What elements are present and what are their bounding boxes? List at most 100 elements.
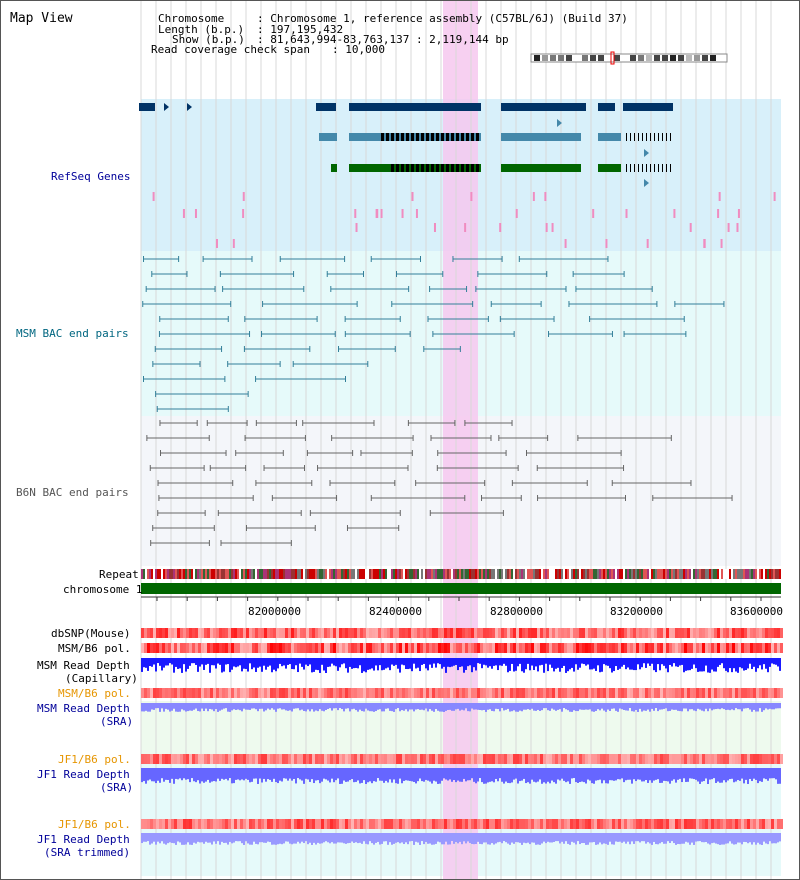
heat-cell (747, 754, 750, 764)
depth-bar (141, 833, 143, 844)
heat-cell (744, 628, 747, 638)
repeat-band (303, 569, 305, 579)
heat-cell (348, 819, 351, 829)
heat-cell (639, 754, 642, 764)
depth-bar (757, 658, 759, 669)
track-label-chromosome[interactable]: chromosome 1 (63, 583, 143, 596)
track-label-msm-read-depth[interactable]: MSM Read Depth (37, 659, 130, 672)
depth-bar (651, 658, 653, 664)
depth-bar (287, 658, 289, 665)
heat-cell (552, 628, 555, 638)
depth-bar (643, 833, 645, 842)
track-label-b6n-bac[interactable]: B6N BAC end pairs (16, 486, 129, 499)
track-label-jf1-read-depth-trimmed[interactable]: JF1 Read Depth (37, 833, 130, 846)
track-label-msm-b6-pol-sra[interactable]: MSM/B6 pol. (58, 687, 131, 700)
heat-cell (501, 819, 504, 829)
highlight-region[interactable] (443, 1, 478, 879)
refseq-tick (736, 223, 739, 232)
repeat-band (623, 569, 625, 579)
heat-cell (204, 628, 207, 638)
depth-bar (539, 658, 541, 666)
depth-bar (553, 658, 555, 672)
track-label-jf1-b6-pol[interactable]: JF1/B6 pol. (58, 753, 131, 766)
depth-bar (247, 768, 249, 780)
heat-cell (159, 628, 162, 638)
depth-bar (659, 768, 661, 783)
refseq-tick (646, 239, 649, 248)
heat-cell (342, 819, 345, 829)
exon (642, 164, 643, 172)
heat-cell (441, 628, 444, 638)
heat-cell (315, 688, 318, 698)
depth-bar (765, 833, 767, 844)
depth-bar (325, 658, 327, 673)
heat-cell (369, 628, 372, 638)
depth-bar (435, 833, 437, 844)
track-label-jf1-b6-pol-trimmed[interactable]: JF1/B6 pol. (58, 818, 131, 831)
track-label-repeat[interactable]: Repeat (99, 568, 139, 581)
repeat-band (235, 569, 237, 579)
depth-bar (215, 703, 217, 710)
exon (401, 164, 404, 172)
repeat-band (441, 569, 443, 579)
track-label-msm-read-depth-sra[interactable]: MSM Read Depth (37, 702, 130, 715)
depth-bar (439, 703, 441, 712)
depth-bar (261, 833, 263, 843)
depth-bar (307, 703, 309, 710)
depth-bar (467, 768, 469, 781)
heat-cell (516, 643, 519, 653)
depth-bar (449, 703, 451, 710)
track-label-jf1-read-depth[interactable]: JF1 Read Depth (37, 768, 130, 781)
refseq-tick (544, 192, 547, 201)
track-label-dbsnp[interactable]: dbSNP(Mouse) (51, 627, 131, 640)
heat-cell (348, 688, 351, 698)
depth-bar (415, 658, 417, 669)
heat-cell (648, 628, 651, 638)
heat-cell (156, 819, 159, 829)
depth-bar (373, 703, 375, 712)
track-label-refseq-genes[interactable]: RefSeq Genes (51, 170, 131, 183)
depth-bar (723, 768, 725, 781)
depth-bar (249, 703, 251, 710)
depth-bar (769, 658, 771, 667)
refseq-tick (411, 192, 414, 201)
heat-cell (465, 643, 468, 653)
depth-bar (497, 833, 499, 843)
depth-bar (449, 768, 451, 780)
heat-cell (543, 643, 546, 653)
depth-bar (429, 768, 431, 782)
heat-cell (243, 643, 246, 653)
track-label-msm-b6-pol[interactable]: MSM/B6 pol. (58, 642, 131, 655)
heat-cell (474, 628, 477, 638)
repeat-band (209, 569, 211, 579)
depth-bar (307, 658, 309, 667)
heat-cell (477, 628, 480, 638)
heat-cell (357, 688, 360, 698)
heat-cell (447, 819, 450, 829)
exon (650, 164, 651, 172)
depth-bar (223, 833, 225, 843)
depth-bar (683, 658, 685, 673)
heat-cell (306, 819, 309, 829)
heat-cell (219, 643, 222, 653)
depth-bar (167, 658, 169, 666)
depth-bar (581, 658, 583, 664)
depth-bar (465, 703, 467, 709)
track-label-msm-bac[interactable]: MSM BAC end pairs (16, 327, 129, 340)
heat-cell (324, 628, 327, 638)
repeat-band (229, 569, 231, 579)
depth-bar (315, 658, 317, 670)
depth-bar (583, 833, 585, 844)
heat-cell (327, 643, 330, 653)
depth-bar (471, 703, 473, 709)
ideogram-band (534, 55, 540, 61)
repeat-band (397, 569, 399, 579)
exon (451, 164, 454, 172)
heat-cell (228, 819, 231, 829)
heat-cell (201, 628, 204, 638)
repeat-band (473, 569, 475, 579)
depth-bar (589, 703, 591, 710)
depth-bar (615, 833, 617, 842)
repeat-band (383, 569, 385, 579)
